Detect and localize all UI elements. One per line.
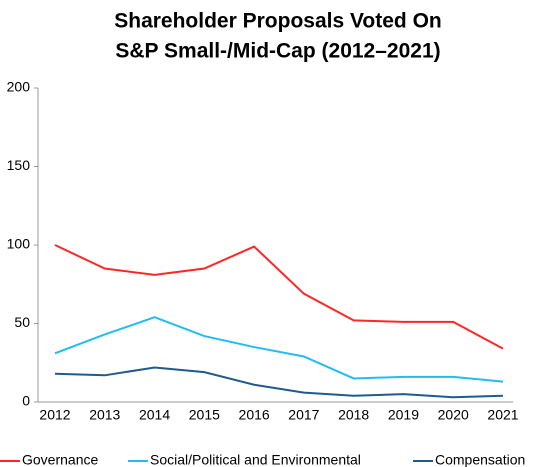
x-tick-label: 2014 bbox=[139, 407, 170, 423]
legend-label: Compensation bbox=[435, 452, 525, 467]
x-tick-label: 2018 bbox=[338, 407, 369, 423]
line-series bbox=[54, 316, 504, 383]
y-tick-label: 100 bbox=[7, 236, 31, 252]
y-tick-label: 0 bbox=[22, 393, 30, 409]
x-tick-label: 2019 bbox=[388, 407, 419, 423]
x-tick-label: 2013 bbox=[89, 407, 120, 423]
x-tick-label: 2021 bbox=[487, 407, 518, 423]
legend-label: Governance bbox=[22, 452, 98, 467]
line-series bbox=[54, 244, 504, 350]
y-tick-label: 150 bbox=[7, 157, 31, 173]
x-tick-label: 2012 bbox=[39, 407, 70, 423]
chart-title: S&P Small-/Mid-Cap (2012–2021) bbox=[115, 40, 440, 63]
y-tick-label: 50 bbox=[14, 314, 30, 330]
x-tick-label: 2016 bbox=[239, 407, 270, 423]
chart-title: Shareholder Proposals Voted On bbox=[114, 10, 442, 33]
y-tick-label: 200 bbox=[7, 79, 31, 95]
x-tick-label: 2015 bbox=[189, 407, 220, 423]
x-tick-label: 2017 bbox=[288, 407, 319, 423]
x-tick-label: 2020 bbox=[438, 407, 469, 423]
legend-label: Social/Political and Environmental bbox=[150, 452, 361, 467]
line-series bbox=[54, 366, 504, 399]
